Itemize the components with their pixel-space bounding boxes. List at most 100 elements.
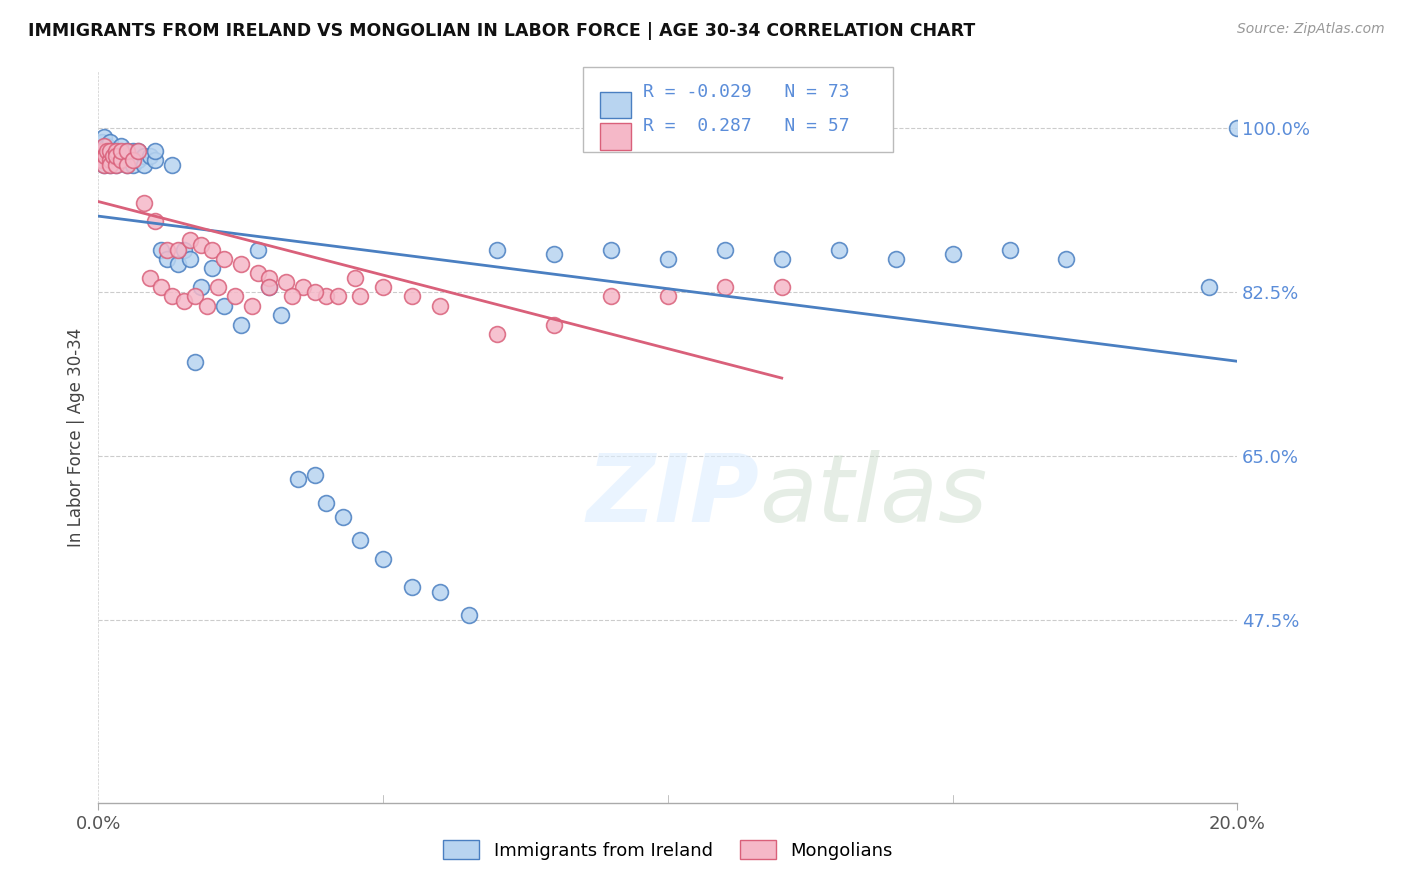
Point bbox=[315, 289, 337, 303]
Point bbox=[156, 252, 179, 266]
Text: R =  0.287   N = 57: R = 0.287 N = 57 bbox=[643, 117, 849, 136]
Point bbox=[259, 280, 281, 294]
Point bbox=[110, 149, 132, 163]
Point bbox=[600, 289, 623, 303]
Point bbox=[115, 158, 138, 172]
Point bbox=[884, 252, 907, 266]
Point bbox=[91, 135, 114, 149]
Point bbox=[110, 153, 132, 168]
Point bbox=[104, 158, 127, 172]
Point bbox=[600, 243, 623, 257]
Point bbox=[115, 158, 138, 172]
Point bbox=[96, 139, 118, 153]
Point bbox=[229, 257, 252, 271]
Point bbox=[132, 149, 155, 163]
Point bbox=[98, 144, 121, 158]
Point bbox=[486, 326, 509, 341]
Point bbox=[110, 144, 132, 158]
Point bbox=[93, 139, 115, 153]
Point bbox=[94, 153, 117, 168]
Point bbox=[315, 496, 337, 510]
Point bbox=[101, 149, 124, 163]
Point bbox=[457, 608, 479, 623]
Point bbox=[212, 252, 235, 266]
Point bbox=[179, 233, 201, 247]
Point bbox=[104, 149, 127, 163]
Point bbox=[98, 158, 121, 172]
Point bbox=[93, 139, 115, 153]
Point bbox=[98, 153, 121, 168]
Text: IMMIGRANTS FROM IRELAND VS MONGOLIAN IN LABOR FORCE | AGE 30-34 CORRELATION CHAR: IMMIGRANTS FROM IRELAND VS MONGOLIAN IN … bbox=[28, 22, 976, 40]
Point bbox=[486, 243, 509, 257]
Point bbox=[304, 467, 326, 482]
Point bbox=[349, 533, 371, 548]
Point bbox=[287, 472, 309, 486]
Point bbox=[212, 299, 235, 313]
Point bbox=[104, 149, 127, 163]
Point bbox=[132, 158, 155, 172]
Point bbox=[93, 158, 115, 172]
Point bbox=[373, 552, 395, 566]
Point bbox=[1226, 120, 1249, 135]
Point bbox=[98, 158, 121, 172]
Point bbox=[94, 144, 117, 158]
Point bbox=[127, 144, 149, 158]
Point bbox=[115, 144, 138, 158]
Point bbox=[343, 270, 366, 285]
Point bbox=[259, 280, 281, 294]
Point bbox=[201, 261, 224, 276]
Point bbox=[167, 257, 190, 271]
Point bbox=[127, 144, 149, 158]
Point bbox=[110, 153, 132, 168]
Point bbox=[304, 285, 326, 299]
Point bbox=[429, 584, 451, 599]
Point bbox=[770, 252, 793, 266]
Point bbox=[162, 289, 184, 303]
Point bbox=[104, 153, 127, 168]
Point bbox=[401, 289, 423, 303]
Y-axis label: In Labor Force | Age 30-34: In Labor Force | Age 30-34 bbox=[66, 327, 84, 547]
Point bbox=[110, 139, 132, 153]
Point bbox=[115, 144, 138, 158]
Point bbox=[167, 243, 190, 257]
Point bbox=[184, 355, 207, 369]
Point bbox=[1056, 252, 1078, 266]
Point bbox=[201, 243, 224, 257]
Point bbox=[138, 270, 160, 285]
Point bbox=[121, 153, 143, 168]
Legend: Immigrants from Ireland, Mongolians: Immigrants from Ireland, Mongolians bbox=[436, 833, 900, 867]
Point bbox=[100, 149, 122, 163]
Point bbox=[115, 149, 138, 163]
Point bbox=[292, 280, 315, 294]
Point bbox=[229, 318, 252, 332]
Point bbox=[246, 266, 269, 280]
Point bbox=[246, 243, 269, 257]
Point bbox=[150, 280, 173, 294]
Point bbox=[179, 252, 201, 266]
Point bbox=[156, 243, 179, 257]
Point bbox=[93, 130, 115, 145]
Point bbox=[173, 294, 195, 309]
Point bbox=[121, 158, 143, 172]
Point bbox=[97, 144, 120, 158]
Point bbox=[90, 153, 112, 168]
Text: atlas: atlas bbox=[759, 450, 987, 541]
Point bbox=[96, 149, 118, 163]
Point bbox=[828, 243, 851, 257]
Point bbox=[401, 580, 423, 594]
Point bbox=[195, 299, 218, 313]
Point bbox=[104, 144, 127, 158]
Point bbox=[657, 289, 679, 303]
Text: R = -0.029   N = 73: R = -0.029 N = 73 bbox=[643, 83, 849, 102]
Point bbox=[121, 144, 143, 158]
Point bbox=[184, 289, 207, 303]
Point bbox=[101, 144, 124, 158]
Point bbox=[98, 144, 121, 158]
Point bbox=[93, 158, 115, 172]
Point bbox=[998, 243, 1021, 257]
Point bbox=[714, 280, 737, 294]
Point bbox=[138, 149, 160, 163]
Point bbox=[240, 299, 263, 313]
Point bbox=[224, 289, 246, 303]
Point bbox=[270, 308, 292, 322]
